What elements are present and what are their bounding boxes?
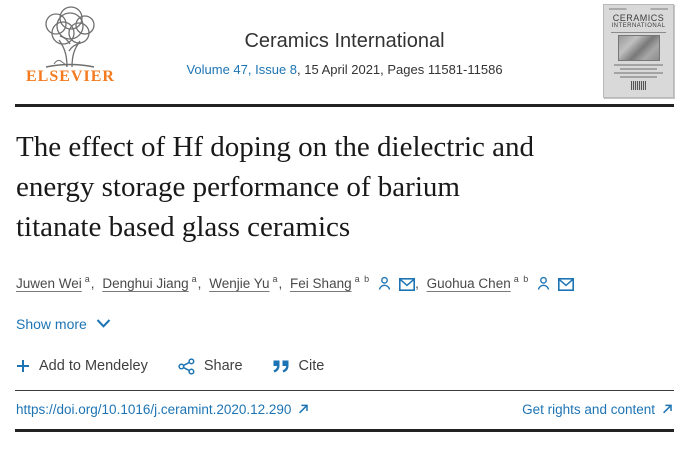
title-line-1: The effect of Hf doping on the dielectri… (16, 131, 535, 163)
corresponding-author-email-icon[interactable] (558, 277, 575, 291)
share-label: Share (203, 358, 243, 374)
elsevier-wordmark: ELSEVIER (26, 68, 115, 85)
author-separator: , (90, 275, 95, 291)
author-link[interactable]: Wenjie Yu (209, 275, 270, 291)
article-title: The effect of Hf doping on the dielectri… (16, 127, 619, 247)
author-separator: , (415, 275, 419, 291)
cover-title-line1: CERAMICS (612, 13, 665, 23)
journal-header: ELSEVIER Ceramics International Volume 4… (0, 0, 689, 104)
footer-bottom-rule (15, 428, 674, 432)
journal-info: Ceramics International Volume 47, Issue … (0, 30, 689, 77)
cover-sem-image (617, 35, 660, 61)
author-list: Juwen Wei a, Denghui Jiang a, Wenjie Yu a, … (16, 274, 674, 291)
doi-link[interactable]: https://doi.org/10.1016/j.ceramint.2020.… (16, 402, 309, 417)
show-more-label: Show more (16, 315, 87, 332)
elsevier-tree-icon (45, 6, 95, 68)
doi-link-label: https://doi.org/10.1016/j.ceramint.2020.… (16, 401, 292, 417)
add-to-mendeley-button[interactable]: Add to Mendeley (16, 358, 148, 374)
title-line-3: titanate based glass ceramics (16, 211, 351, 243)
author-affiliation: a (191, 274, 198, 284)
title-line-2: energy storage performance of barium (16, 171, 460, 203)
author-fei-shang: Fei Shang a b, (290, 274, 423, 291)
share-button[interactable]: Share (178, 357, 243, 375)
cover-title-line2: INTERNATIONAL (611, 23, 666, 29)
author-link[interactable]: Fei Shang (290, 275, 352, 291)
author-guohua-chen: Guohua Chen a b (426, 274, 579, 291)
author-profile-icon[interactable] (536, 276, 551, 291)
elsevier-logo: ELSEVIER (26, 6, 114, 86)
author-profile-icon[interactable] (377, 276, 392, 291)
cover-divider (611, 32, 666, 33)
show-more-button[interactable]: Show more (16, 316, 111, 332)
cover-microtext-2 (620, 68, 657, 70)
plus-icon (17, 360, 29, 372)
author-link[interactable]: Guohua Chen (426, 275, 511, 291)
get-rights-link[interactable]: Get rights and content (522, 402, 673, 417)
chevron-down-icon (96, 319, 111, 328)
corresponding-author-email-icon[interactable] (399, 277, 416, 291)
footer-top-rule (15, 389, 674, 391)
journal-cover-thumbnail[interactable]: CERAMICS INTERNATIONAL (603, 4, 674, 98)
volume-issue-link[interactable]: Volume 47, Issue 8 (186, 62, 298, 77)
author-separator: , (197, 275, 202, 291)
cite-button[interactable]: Cite (273, 358, 325, 374)
journal-title: Ceramics International (244, 30, 445, 52)
get-rights-label: Get rights and content (522, 401, 655, 417)
author-denghui-jiang: Denghui Jiang a, (102, 274, 205, 291)
author-affiliation: a b (354, 274, 371, 284)
cover-microtext-1 (614, 64, 663, 66)
external-link-arrow-icon (663, 404, 672, 414)
cover-microtext-4 (620, 76, 657, 78)
author-affiliation: a (272, 274, 279, 284)
author-affiliation: a (84, 274, 91, 284)
header-divider-rule (15, 104, 674, 107)
quote-cite-icon (273, 360, 289, 372)
cite-label: Cite (298, 358, 325, 374)
issue-date-pages: , 15 April 2021, Pages 11581-11586 (297, 62, 503, 77)
author-link[interactable]: Juwen Wei (16, 275, 82, 291)
external-link-arrow-icon (299, 404, 309, 414)
cover-microtext-3 (614, 72, 663, 74)
cover-barcode (631, 81, 646, 90)
author-affiliation: a b (513, 274, 530, 284)
author-wenjie-yu: Wenjie Yu a, (209, 274, 286, 291)
journal-issue-line: Volume 47, Issue 8, 15 April 2021, Pages… (0, 62, 689, 77)
footer-links-row: https://doi.org/10.1016/j.ceramint.2020.… (15, 391, 674, 429)
add-to-mendeley-label: Add to Mendeley (39, 358, 148, 374)
author-separator: , (278, 275, 283, 291)
author-juwen-wei: Juwen Wei a, (16, 274, 99, 291)
action-toolbar: Add to Mendeley Share Cite (16, 357, 674, 375)
author-link[interactable]: Denghui Jiang (102, 275, 189, 291)
share-icon (178, 357, 195, 375)
cover-microtext-top (609, 8, 668, 10)
